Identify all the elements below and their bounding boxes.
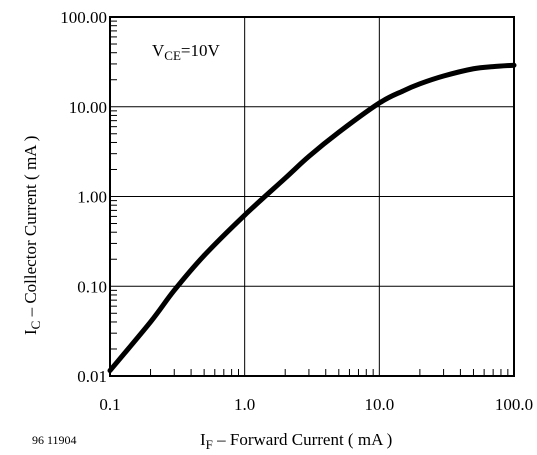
y-tick-label: 100.00 bbox=[60, 8, 107, 27]
x-axis-label: IF – Forward Current ( mA ) bbox=[200, 430, 392, 452]
y-tick-label: 1.00 bbox=[77, 188, 107, 207]
x-tick-label: 100.0 bbox=[495, 395, 533, 414]
y-tick-label: 10.00 bbox=[69, 98, 107, 117]
series-line bbox=[107, 62, 517, 374]
y-tick-label: 0.10 bbox=[77, 277, 107, 296]
figure-id: 96 11904 bbox=[32, 433, 77, 447]
plot-frame bbox=[109, 16, 515, 377]
y-tick-label: 0.01 bbox=[77, 367, 107, 386]
y-axis-label: IC – Collector Current ( mA ) bbox=[21, 136, 43, 335]
vce-annotation: VCE=10V bbox=[152, 41, 220, 63]
ticks bbox=[110, 20, 509, 376]
x-tick-label: 0.1 bbox=[99, 395, 120, 414]
x-tick-label: 1.0 bbox=[234, 395, 255, 414]
tick-labels: 0.1 1.0 10.0 100.0 0.01 0.10 1.00 10.00 100.00 bbox=[60, 8, 533, 414]
series bbox=[107, 62, 517, 374]
x-tick-label: 10.0 bbox=[364, 395, 394, 414]
